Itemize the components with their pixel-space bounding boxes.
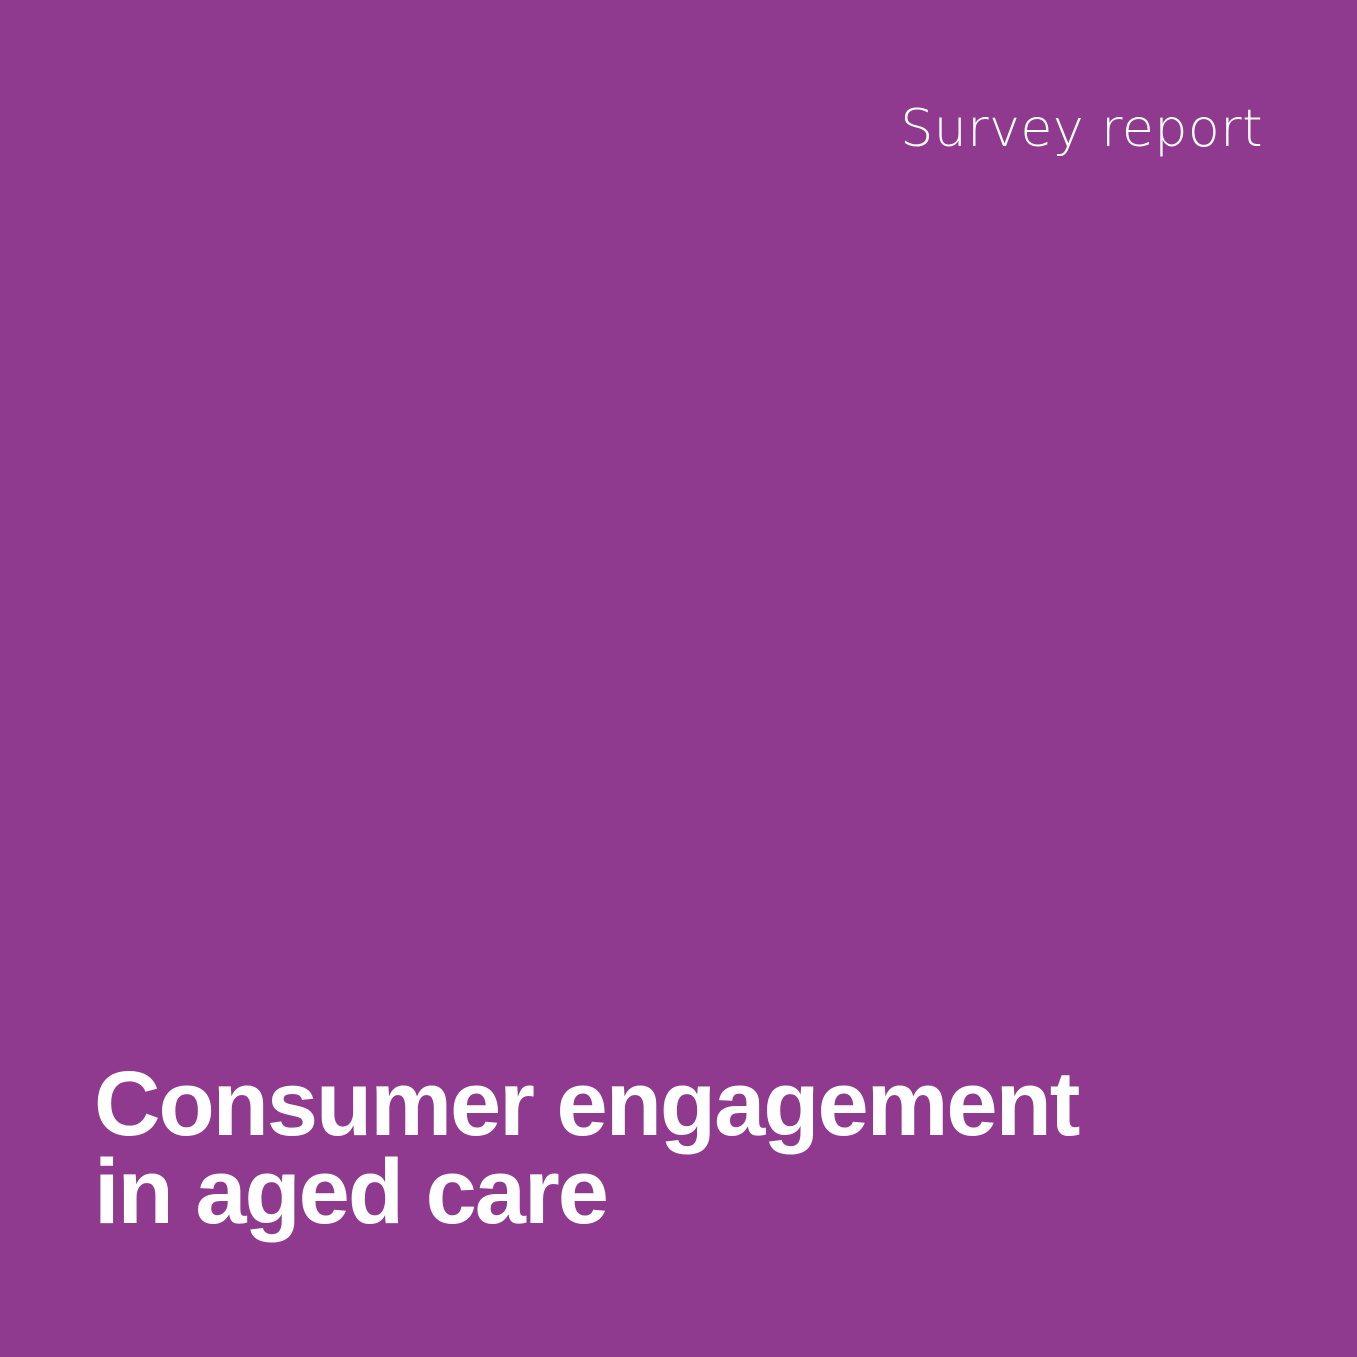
title-line-1: Consumer engagement bbox=[94, 1053, 1080, 1155]
report-title: Consumer engagement in aged care bbox=[94, 1053, 1080, 1243]
title-line-2: in aged care bbox=[94, 1141, 609, 1243]
report-type-label: Survey report bbox=[900, 99, 1263, 159]
